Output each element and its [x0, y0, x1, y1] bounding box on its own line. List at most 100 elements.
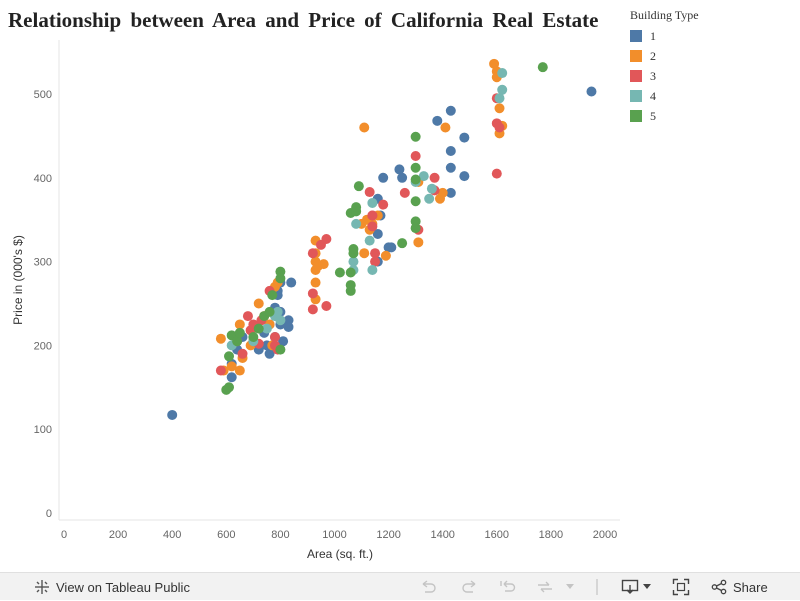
data-point[interactable] [224, 382, 235, 393]
data-point[interactable] [410, 223, 421, 234]
data-point[interactable] [418, 171, 429, 182]
data-point[interactable] [459, 132, 470, 143]
legend-item[interactable]: 1 [630, 26, 699, 46]
data-point[interactable] [226, 361, 237, 372]
data-point[interactable] [410, 151, 421, 162]
data-point[interactable] [437, 187, 448, 198]
undo-button[interactable] [420, 573, 438, 601]
data-point[interactable] [275, 344, 286, 355]
data-point[interactable] [359, 122, 370, 133]
data-point[interactable] [394, 164, 405, 175]
data-point[interactable] [215, 365, 226, 376]
data-point[interactable] [307, 304, 318, 315]
data-point[interactable] [491, 168, 502, 179]
data-point[interactable] [253, 298, 264, 309]
data-point[interactable] [272, 306, 283, 317]
data-point[interactable] [367, 197, 378, 208]
data-point[interactable] [445, 145, 456, 156]
data-point[interactable] [429, 172, 440, 183]
legend-item[interactable]: 4 [630, 86, 699, 106]
data-point[interactable] [334, 267, 345, 278]
data-point[interactable] [215, 333, 226, 344]
data-point[interactable] [445, 187, 456, 198]
data-point[interactable] [459, 171, 470, 182]
data-point[interactable] [237, 348, 248, 359]
refresh-button[interactable] [536, 573, 554, 601]
data-point[interactable] [378, 172, 389, 183]
data-point[interactable] [307, 288, 318, 299]
data-point[interactable] [264, 306, 275, 317]
data-point[interactable] [248, 332, 259, 343]
data-point[interactable] [424, 193, 435, 204]
data-point[interactable] [286, 277, 297, 288]
legend-item[interactable]: 2 [630, 46, 699, 66]
data-point[interactable] [386, 242, 397, 253]
data-point[interactable] [364, 187, 375, 198]
data-point[interactable] [367, 210, 378, 221]
data-point[interactable] [410, 131, 421, 142]
data-point[interactable] [321, 233, 332, 244]
data-point[interactable] [413, 237, 424, 248]
data-point[interactable] [397, 238, 408, 249]
share-button[interactable]: Share [711, 573, 768, 601]
data-point[interactable] [440, 122, 451, 133]
data-point[interactable] [234, 365, 245, 376]
data-point[interactable] [318, 259, 329, 270]
data-point[interactable] [226, 372, 237, 383]
data-point[interactable] [586, 86, 597, 97]
data-point[interactable] [283, 321, 294, 332]
data-point[interactable] [345, 267, 356, 278]
data-point[interactable] [426, 183, 437, 194]
data-point[interactable] [445, 105, 456, 116]
redo-button[interactable] [460, 573, 478, 601]
data-point[interactable] [275, 273, 286, 284]
data-point[interactable] [224, 351, 235, 362]
fullscreen-button[interactable] [672, 573, 690, 601]
data-point[interactable] [370, 256, 381, 267]
data-point[interactable] [278, 336, 289, 347]
data-point[interactable] [234, 319, 245, 330]
data-point[interactable] [397, 172, 408, 183]
data-point[interactable] [410, 196, 421, 207]
data-point[interactable] [399, 187, 410, 198]
legend-item[interactable]: 3 [630, 66, 699, 86]
data-point[interactable] [351, 202, 362, 213]
data-point[interactable] [167, 409, 178, 420]
refresh-dropdown-button[interactable] [566, 573, 574, 601]
view-on-tableau-public-link[interactable]: View on Tableau Public [34, 573, 190, 601]
download-button[interactable] [621, 573, 651, 601]
data-point[interactable] [253, 323, 264, 334]
data-point[interactable] [269, 332, 280, 343]
data-point[interactable] [497, 68, 508, 79]
data-point[interactable] [261, 323, 272, 334]
data-point[interactable] [351, 218, 362, 229]
data-point[interactable] [264, 348, 275, 359]
data-point[interactable] [364, 235, 375, 246]
data-point[interactable] [410, 162, 421, 173]
data-point[interactable] [445, 162, 456, 173]
revert-button[interactable] [499, 573, 517, 601]
data-point[interactable] [494, 93, 505, 104]
data-point[interactable] [307, 248, 318, 259]
data-point[interactable] [489, 58, 500, 69]
legend-item[interactable]: 5 [630, 106, 699, 126]
data-point[interactable] [432, 115, 443, 126]
data-point[interactable] [310, 277, 321, 288]
data-point[interactable] [367, 264, 378, 275]
data-point[interactable] [345, 280, 356, 291]
data-point[interactable] [359, 248, 370, 259]
data-point[interactable] [367, 221, 378, 232]
data-point[interactable] [348, 244, 359, 255]
data-point[interactable] [494, 103, 505, 114]
data-point[interactable] [275, 315, 286, 326]
data-point[interactable] [234, 327, 245, 338]
data-point[interactable] [494, 122, 505, 133]
data-point[interactable] [267, 290, 278, 301]
data-point[interactable] [497, 84, 508, 95]
data-point[interactable] [380, 250, 391, 261]
data-point[interactable] [321, 301, 332, 312]
data-point[interactable] [242, 311, 253, 322]
data-point[interactable] [353, 181, 364, 192]
data-point[interactable] [372, 228, 383, 239]
data-point[interactable] [537, 62, 548, 73]
